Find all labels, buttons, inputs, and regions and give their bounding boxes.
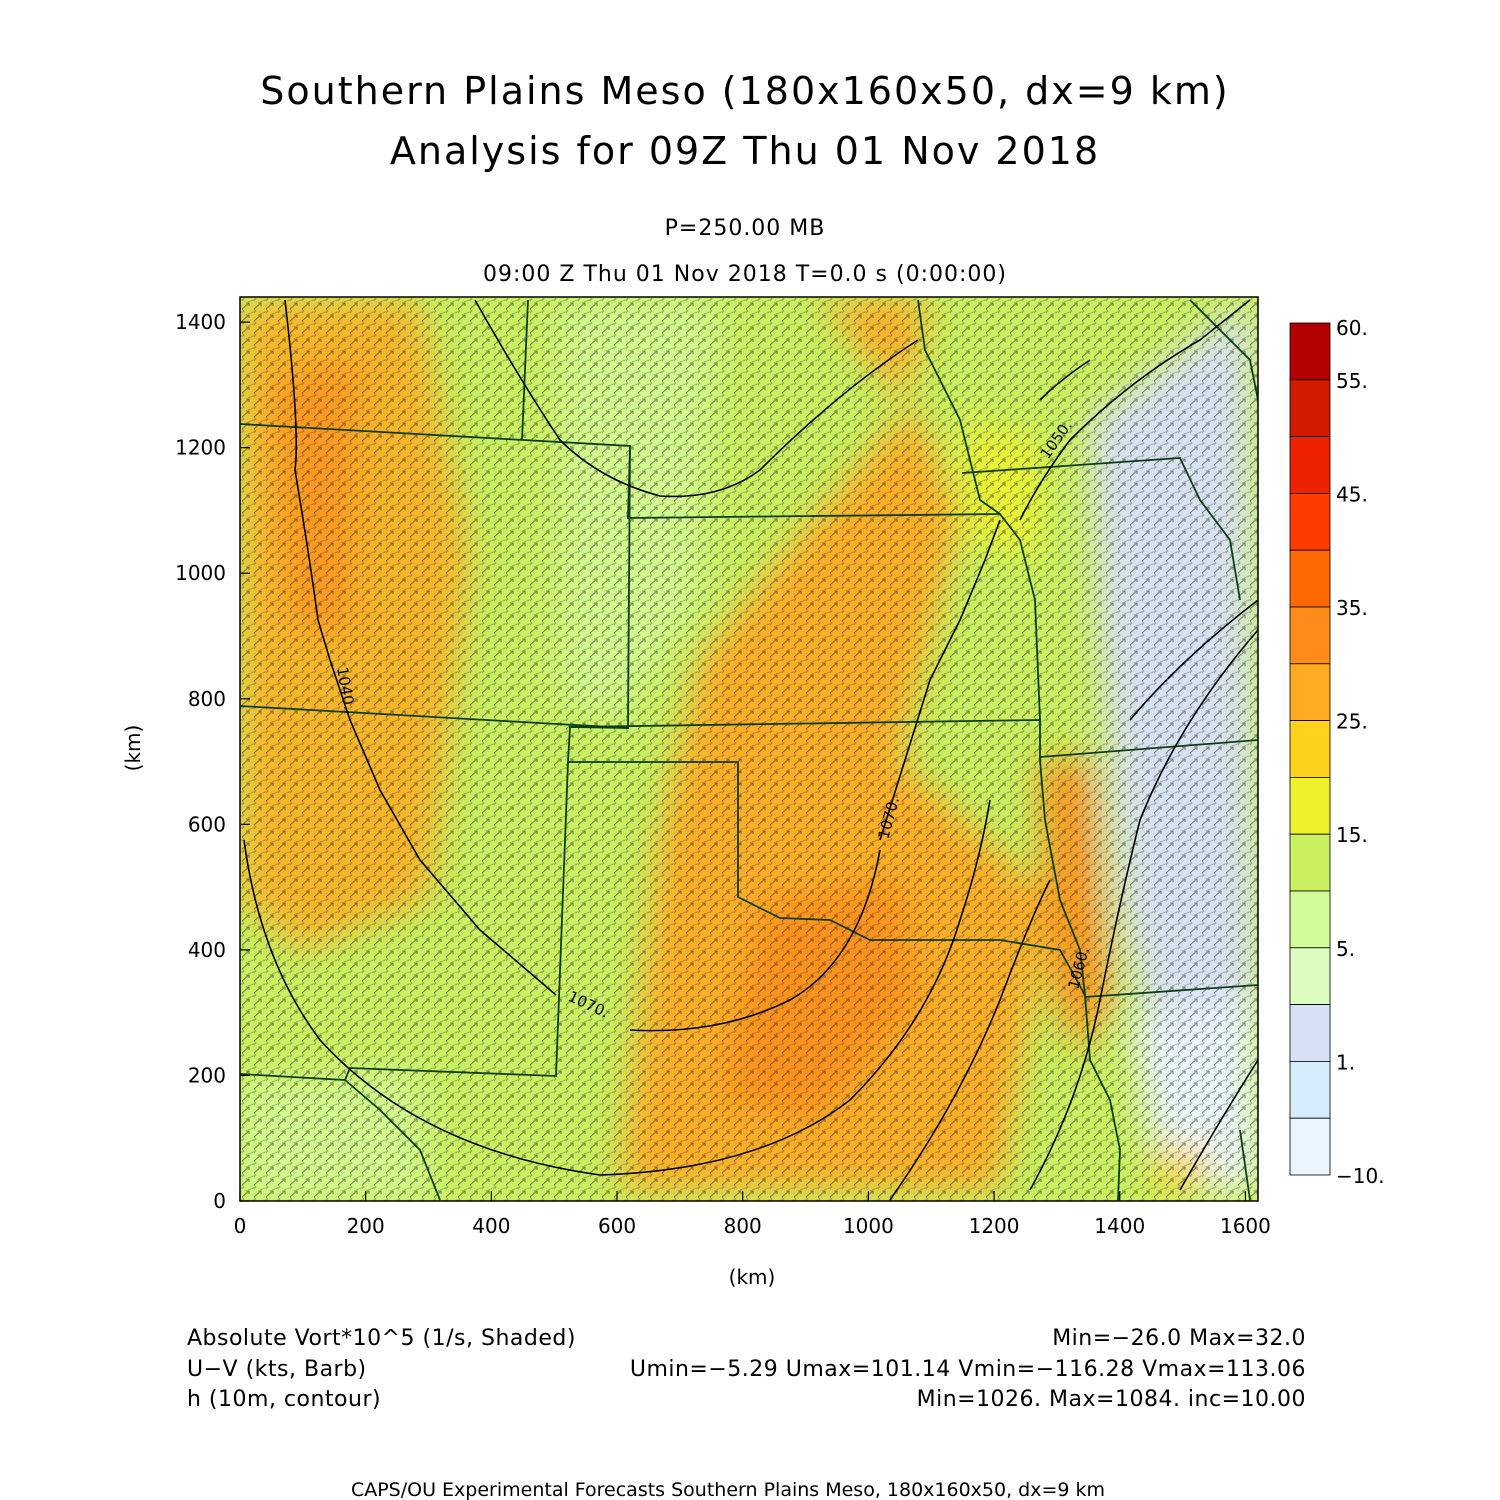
colorbar-label: 45. [1336, 482, 1368, 506]
colorbar-swatch [1289, 322, 1331, 381]
colorbar-label: 55. [1336, 369, 1368, 393]
legend-barb-label: U−V (kts, Barb) [187, 1357, 367, 1382]
level-label: P=250.00 MB [665, 216, 826, 241]
colorbar-swatch [1289, 436, 1331, 494]
y-tick-label: 400 [188, 938, 226, 962]
colorbar-swatch [1289, 379, 1331, 437]
colorbar-swatch [1289, 833, 1331, 892]
footer-credit: CAPS/OU Experimental Forecasts Southern … [351, 1479, 1105, 1500]
colorbar-swatch [1289, 492, 1331, 551]
y-tick-label: 1400 [175, 310, 226, 334]
y-tick-label: 0 [213, 1189, 226, 1213]
x-tick-label: 1200 [969, 1214, 1020, 1238]
title-line2: Analysis for 09Z Thu 01 Nov 2018 [390, 129, 1100, 173]
x-tick-label: 600 [598, 1214, 636, 1238]
height-contours [243, 299, 1258, 1201]
x-tick-label: 200 [347, 1214, 385, 1238]
x-tick-label: 800 [724, 1214, 762, 1238]
colorbar-label: 25. [1336, 710, 1368, 734]
vorticity-field [240, 297, 1258, 1201]
colorbar-label: 5. [1336, 937, 1355, 961]
time-label: 09:00 Z Thu 01 Nov 2018 T=0.0 s (0:00:00… [483, 262, 1007, 287]
colorbar-label: 15. [1336, 823, 1368, 847]
legend-contour-label: h (10m, contour) [187, 1387, 381, 1412]
colorbar-label: 35. [1336, 596, 1368, 620]
title-line1: Southern Plains Meso (180x160x50, dx=9 k… [260, 69, 1229, 113]
x-axis-label: (km) [729, 1265, 776, 1289]
colorbar-swatch [1289, 663, 1331, 721]
colorbar-swatch [1289, 549, 1331, 608]
colorbar-label: 60. [1336, 316, 1368, 340]
colorbar-swatch [1289, 1004, 1331, 1062]
colorbar-swatch [1289, 890, 1331, 949]
colorbar-swatch [1289, 947, 1331, 1005]
y-tick-label: 1000 [175, 561, 226, 585]
x-axis: 0 200 400 600 800 1000 1200 1400 1600 [234, 1191, 1271, 1238]
x-tick-label: 1400 [1094, 1214, 1145, 1238]
y-tick-label: 600 [188, 812, 226, 836]
x-tick-label: 400 [472, 1214, 510, 1238]
y-tick-label: 200 [188, 1063, 226, 1087]
colorbar-swatch [1289, 720, 1331, 778]
colorbar-swatch [1289, 1061, 1331, 1119]
plot-frame [239, 296, 1259, 1202]
x-tick-label: 0 [234, 1214, 247, 1238]
x-tick-label: 1600 [1220, 1214, 1271, 1238]
legend-shaded-stats: Min=−26.0 Max=32.0 [1052, 1326, 1306, 1351]
y-tick-label: 1200 [175, 436, 226, 460]
legend-shaded-label: Absolute Vort*10^5 (1/s, Shaded) [187, 1326, 576, 1351]
colorbar-label: 1. [1336, 1050, 1355, 1074]
legend-barb-stats: Umin=−5.29 Umax=101.14 Vmin=−116.28 Vmax… [630, 1357, 1306, 1382]
y-tick-label: 800 [188, 687, 226, 711]
colorbar-swatch [1289, 606, 1331, 665]
colorbar-swatch [1289, 777, 1331, 835]
state-boundaries [240, 299, 1258, 1201]
y-axis: 0 200 400 600 800 1000 1200 1400 [175, 310, 250, 1213]
legend-contour-stats: Min=1026. Max=1084. inc=10.00 [917, 1387, 1306, 1412]
colorbar: 60. 55. 45. 35. 25. 15. 5. 1. −10. [1289, 316, 1385, 1188]
colorbar-label: −10. [1336, 1164, 1385, 1188]
y-axis-label: (km) [121, 725, 145, 772]
x-tick-label: 1000 [843, 1214, 894, 1238]
colorbar-swatch [1289, 1117, 1331, 1176]
